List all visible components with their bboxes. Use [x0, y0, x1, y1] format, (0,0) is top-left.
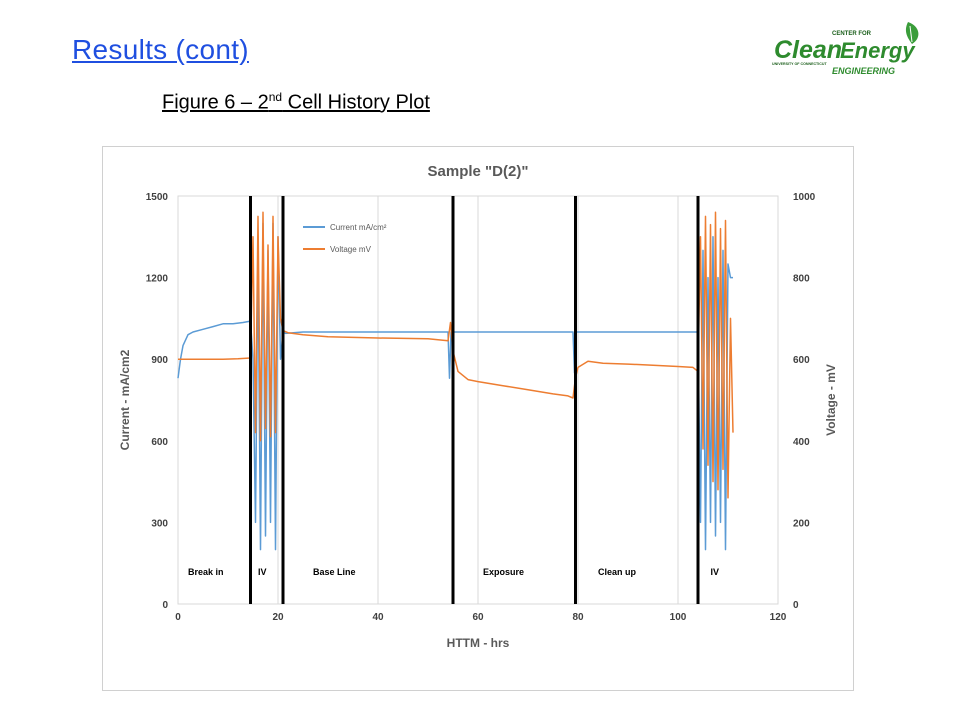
phase-annotations: Break in IV Base Line Exposure Clean up IV [188, 567, 719, 577]
tick-labels: 0 20 40 60 80 100 1200300600900120015000200400… [146, 192, 816, 623]
chart-frame: Sample "D(2)" 0 20 40 60 80 100 120 0 300 600 900 1… [102, 146, 854, 691]
x-tick-label: 60 [472, 612, 484, 623]
phase-label: Base Line [313, 567, 356, 577]
y-tick-label: 300 [151, 518, 168, 529]
x-tick-label: 100 [670, 612, 687, 623]
phase-label: IV [711, 567, 720, 577]
y-tick-label: 1200 [146, 274, 169, 285]
cell-history-chart: Sample "D(2)" 0 20 40 60 80 100 12003006009001… [118, 163, 838, 650]
x-tick-label: 0 [175, 612, 181, 623]
phase-lines [249, 196, 700, 604]
legend: Current mA/cm² Voltage mV [303, 223, 387, 254]
slide-title: Results (cont) [72, 34, 249, 65]
logo-clean: Clean [774, 36, 842, 64]
series-lines [177, 211, 734, 551]
x-tick-label: 40 [372, 612, 384, 623]
y-tick-label: 0 [162, 600, 168, 611]
x-tick-label: 120 [770, 612, 787, 623]
series-line-voltage [178, 211, 734, 499]
phase-label: Clean up [598, 567, 637, 577]
legend-label-current: Current mA/cm² [330, 223, 387, 232]
series-line-current [177, 222, 733, 551]
plot-area [177, 195, 779, 605]
chart-title: Sample "D(2)" [428, 163, 529, 180]
caption-suffix: Cell History Plot [282, 91, 430, 114]
y-tick-label: 600 [151, 437, 168, 448]
logo-energy: Energy [840, 38, 916, 63]
phase-label: Break in [188, 567, 224, 577]
y-axis-label: Current - mA/cm2 [118, 349, 132, 450]
y2-tick-label: 400 [793, 437, 810, 448]
y2-axis-label: Voltage - mV [824, 364, 838, 436]
phase-label: Exposure [483, 567, 524, 577]
clean-energy-logo: CENTER FOR Clean Energy UNIVERSITY OF CO… [772, 22, 919, 76]
y2-tick-label: 0 [793, 600, 799, 611]
y2-tick-label: 1000 [793, 192, 816, 203]
logo-engineering: ENGINEERING [832, 66, 895, 76]
y2-tick-label: 200 [793, 518, 810, 529]
legend-label-voltage: Voltage mV [330, 245, 372, 254]
phase-label: IV [258, 567, 267, 577]
x-tick-label: 20 [272, 612, 284, 623]
y-tick-label: 1500 [146, 192, 169, 203]
leaf-icon [905, 22, 919, 44]
y2-tick-label: 600 [793, 355, 810, 366]
caption-sup: nd [268, 90, 283, 104]
figure-caption: Figure 6 – 2nd Cell History Plot [162, 90, 430, 115]
y2-tick-label: 800 [793, 274, 810, 285]
logo-university: UNIVERSITY OF CONNECTICUT [772, 62, 827, 66]
x-axis-label: HTTM - hrs [447, 636, 510, 650]
y-tick-label: 900 [151, 355, 168, 366]
logo-center-for: CENTER FOR [832, 31, 872, 37]
x-tick-label: 80 [572, 612, 584, 623]
caption-prefix: Figure 6 – 2 [162, 91, 269, 114]
